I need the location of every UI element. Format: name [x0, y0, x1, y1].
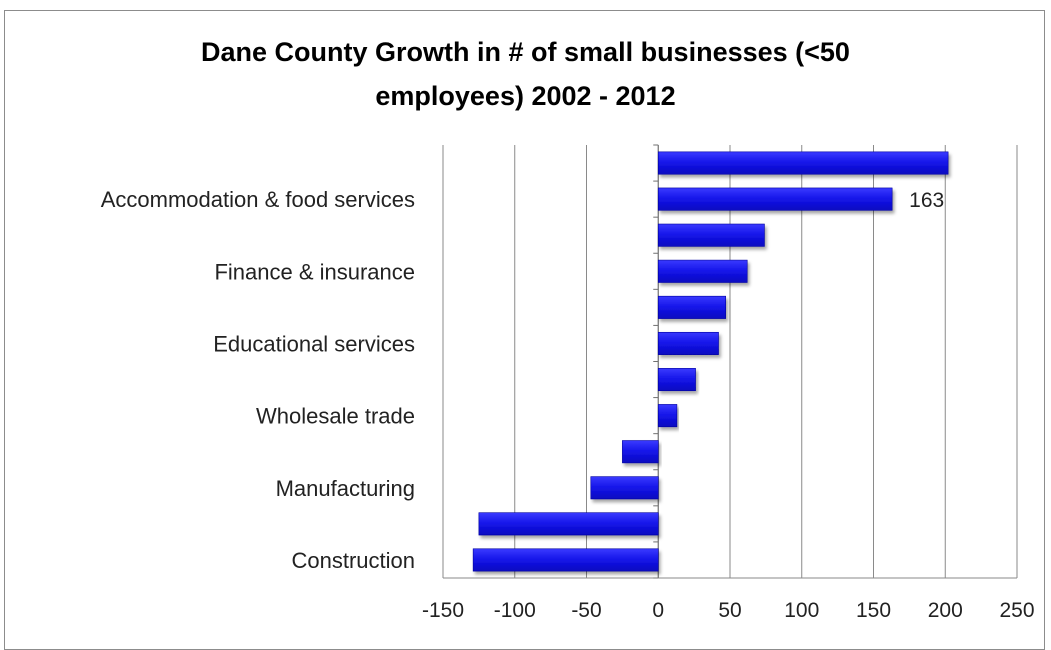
category-label: Accommodation & food services: [101, 187, 415, 212]
x-tick-label: 0: [652, 599, 664, 622]
x-tick-label: 150: [856, 599, 891, 622]
chart-title-line-2: employees) 2002 - 2012: [375, 81, 676, 111]
chart-frame: [4, 10, 1045, 650]
x-tick-label: 100: [784, 599, 819, 622]
x-tick-label: 200: [928, 599, 963, 622]
bar-9: [590, 476, 659, 500]
category-label: Manufacturing: [276, 476, 415, 501]
bar-1: [657, 187, 893, 211]
bar-7: [657, 404, 678, 428]
labels: -150 -100 -50 0 50 100 150 200 250 Accommodation …: [101, 187, 1035, 622]
category-label: Wholesale trade: [256, 404, 415, 429]
bars: [472, 151, 949, 572]
x-tick-label: 50: [718, 599, 741, 622]
chart-title: Dane County Growth in # of small busines…: [0, 30, 1051, 118]
category-label: Construction: [291, 548, 415, 573]
gridlines: [442, 145, 1018, 578]
data-label: 163: [909, 189, 944, 212]
bar-2: [657, 223, 765, 247]
bar-3: [657, 259, 748, 283]
bar-4: [657, 295, 726, 319]
category-label: Educational services: [213, 331, 415, 356]
category-label: Finance & insurance: [214, 259, 415, 284]
bar-6: [657, 368, 696, 392]
x-tick-label: -100: [494, 599, 536, 622]
bar-5: [657, 331, 719, 355]
bar-0: [657, 151, 949, 175]
bar-11: [472, 548, 659, 572]
bar-8: [622, 440, 659, 464]
axes: [443, 144, 1017, 579]
x-tick-label: -50: [571, 599, 601, 622]
bar-10: [478, 512, 659, 536]
chart-title-line-1: Dane County Growth in # of small busines…: [201, 37, 850, 67]
x-tick-label: 250: [999, 599, 1034, 622]
x-tick-label: -150: [422, 599, 464, 622]
